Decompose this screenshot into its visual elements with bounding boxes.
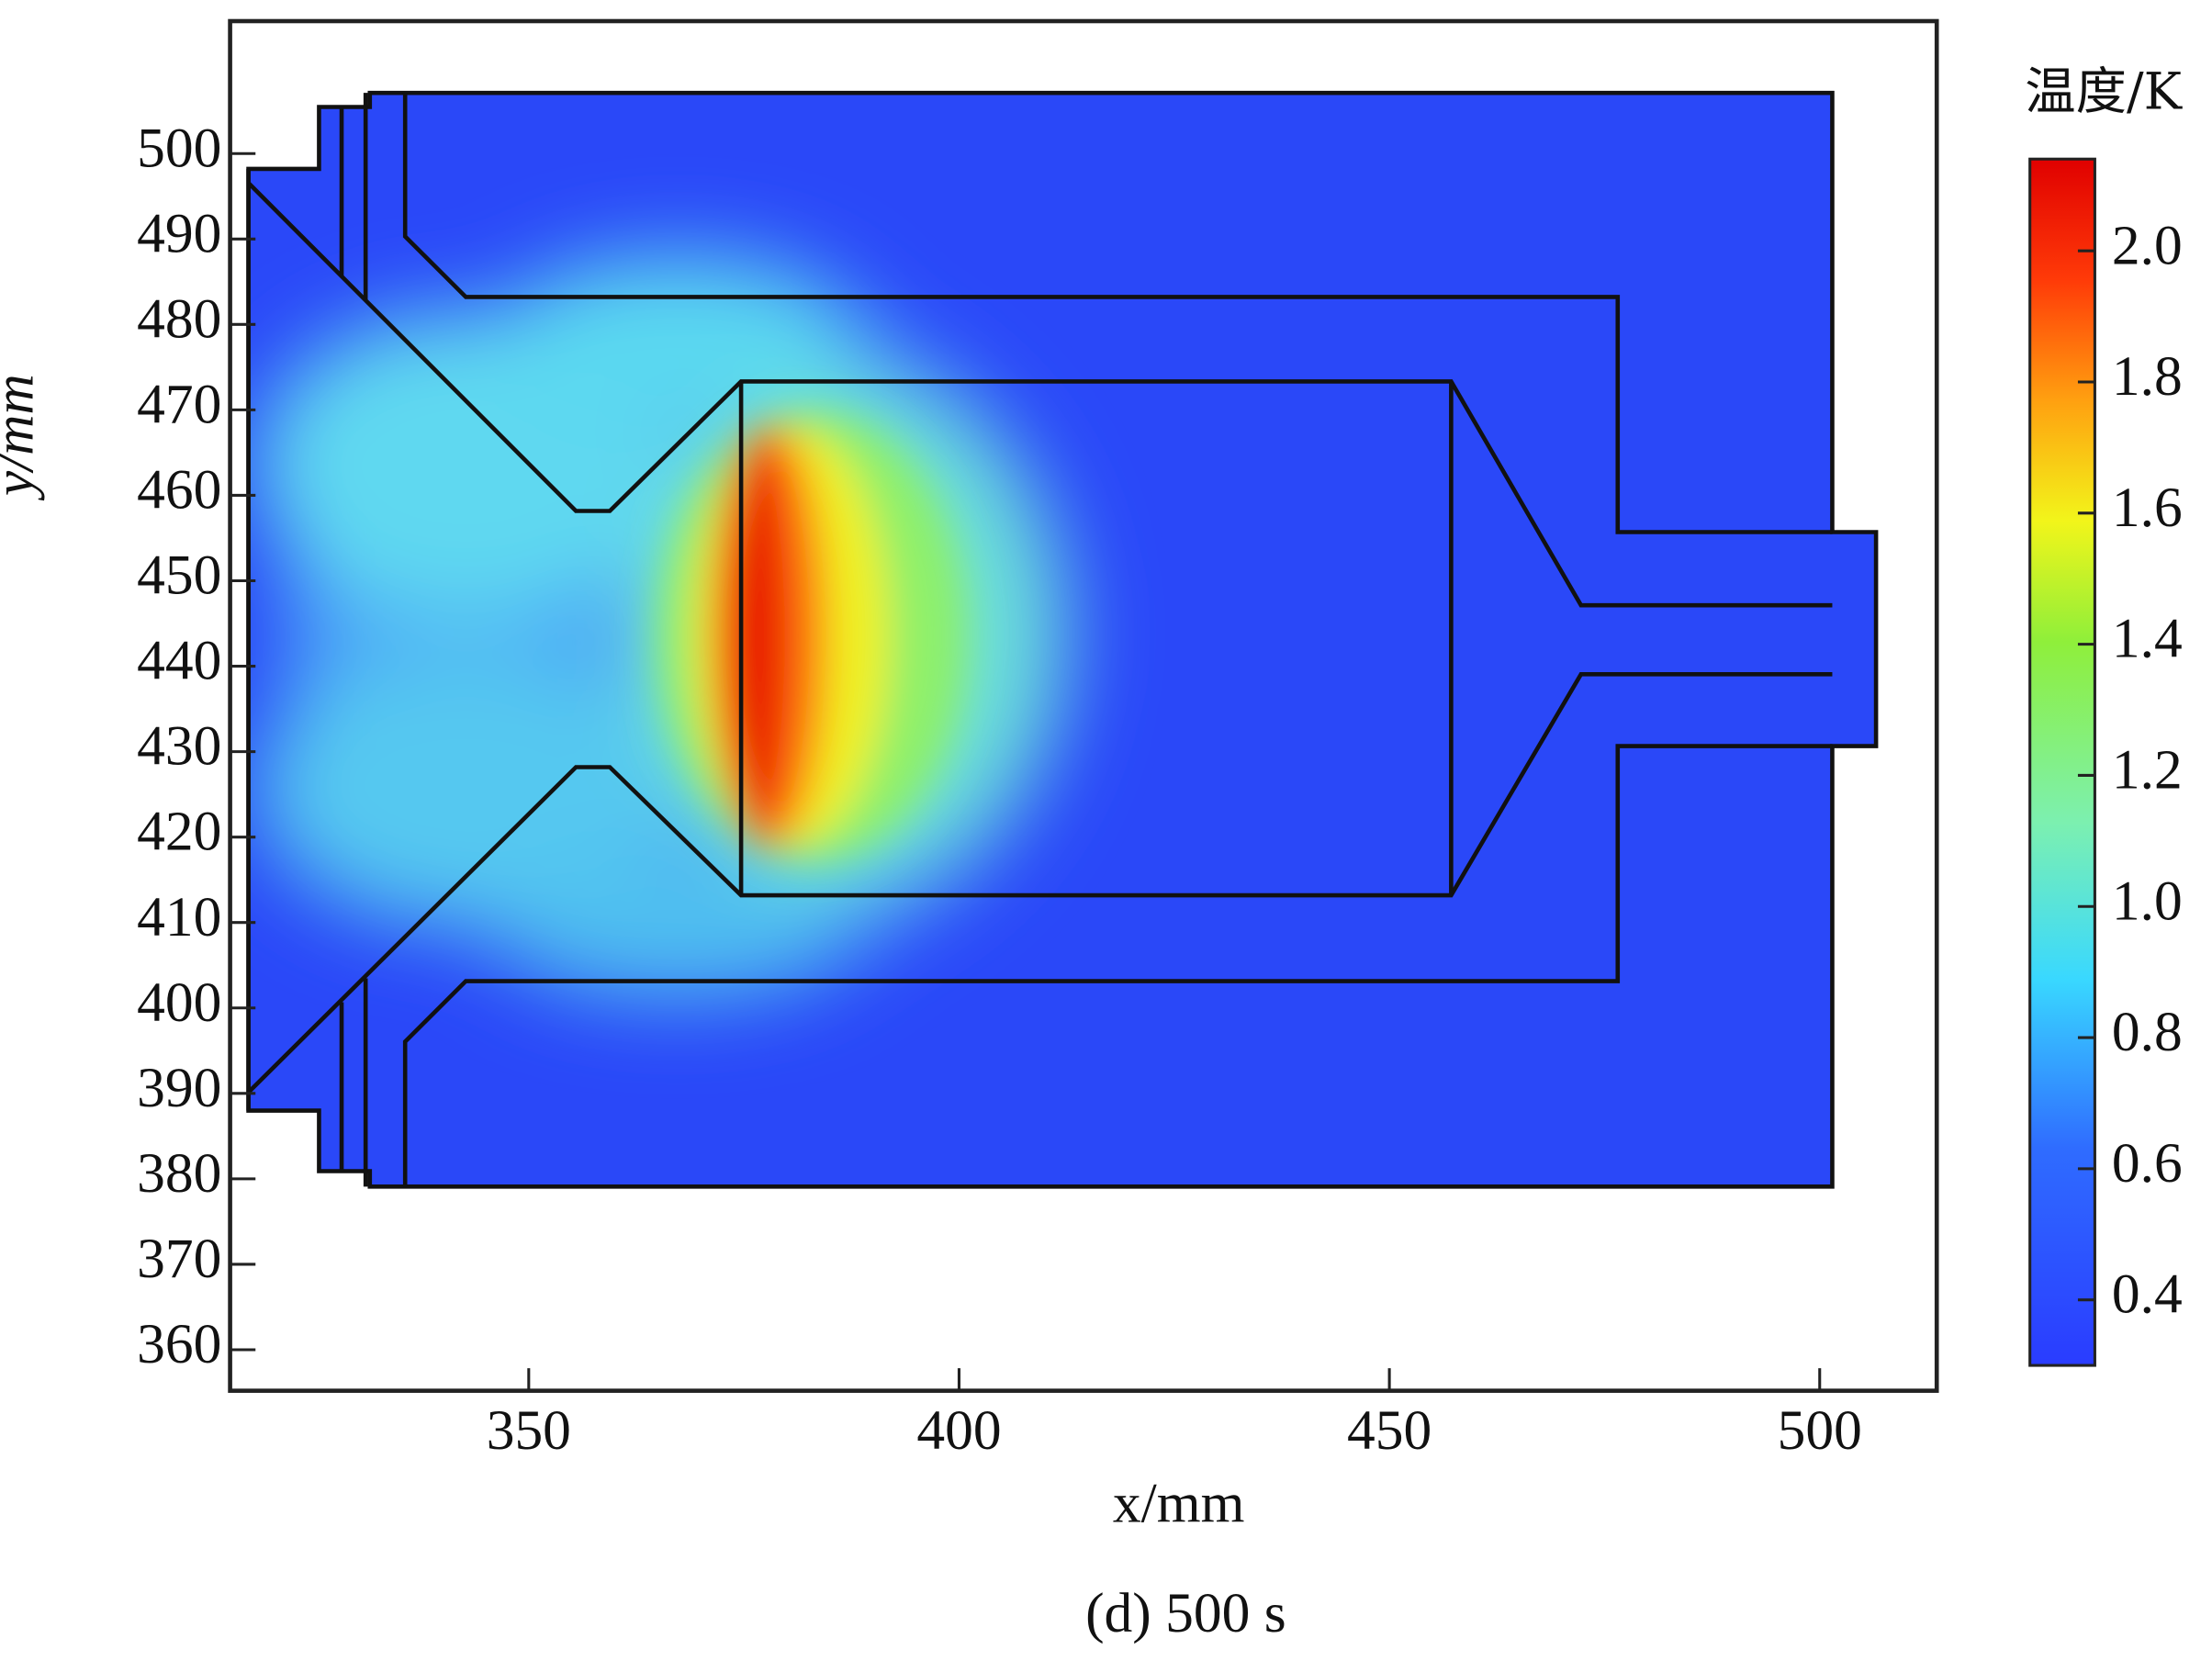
colorbar-tick-label: 1.0 bbox=[2112, 870, 2183, 932]
y-tick-label: 500 bbox=[137, 117, 221, 179]
colorbar-title: 温度/K bbox=[2025, 63, 2183, 122]
y-axis-label: y/mm bbox=[0, 374, 46, 501]
y-tick-label: 400 bbox=[137, 971, 221, 1034]
colorbar-tick-label: 1.8 bbox=[2112, 345, 2183, 408]
colorbar-tick-label: 0.8 bbox=[2112, 1001, 2183, 1063]
y-tick-label: 470 bbox=[137, 374, 221, 436]
colorbar-tick-label: 0.6 bbox=[2112, 1132, 2183, 1195]
y-tick-label: 480 bbox=[137, 287, 221, 350]
y-tick-label: 450 bbox=[137, 544, 221, 607]
y-tick-label: 440 bbox=[137, 630, 221, 692]
temperature-field bbox=[248, 93, 1877, 1187]
colorbar-tick-label: 1.4 bbox=[2112, 608, 2183, 670]
colorbar-tick-label: 1.2 bbox=[2112, 739, 2183, 802]
colorbar-tick-label: 2.0 bbox=[2112, 214, 2183, 276]
colorbar-tick-label: 1.6 bbox=[2112, 477, 2183, 539]
y-tick-label: 380 bbox=[137, 1142, 221, 1205]
x-tick-label: 500 bbox=[1778, 1399, 1862, 1462]
y-tick-label: 410 bbox=[137, 886, 221, 948]
x-tick-label: 450 bbox=[1347, 1399, 1432, 1462]
y-tick-label: 390 bbox=[137, 1057, 221, 1119]
y-tick-label: 490 bbox=[137, 202, 221, 264]
geometry bbox=[246, 90, 1879, 1189]
y-tick-label: 360 bbox=[137, 1313, 221, 1375]
x-axis-label: x/mm bbox=[1113, 1473, 1244, 1535]
colorbar-tick-label: 0.4 bbox=[2112, 1263, 2183, 1326]
y-tick-label: 430 bbox=[137, 715, 221, 778]
colorbar bbox=[2028, 157, 2096, 1367]
y-tick-label: 460 bbox=[137, 459, 221, 522]
x-tick-label: 350 bbox=[487, 1399, 571, 1462]
caption: (d) 500 s bbox=[1085, 1582, 1286, 1644]
x-tick-label: 400 bbox=[916, 1399, 1001, 1462]
y-tick-label: 370 bbox=[137, 1228, 221, 1290]
y-tick-label: 420 bbox=[137, 801, 221, 863]
